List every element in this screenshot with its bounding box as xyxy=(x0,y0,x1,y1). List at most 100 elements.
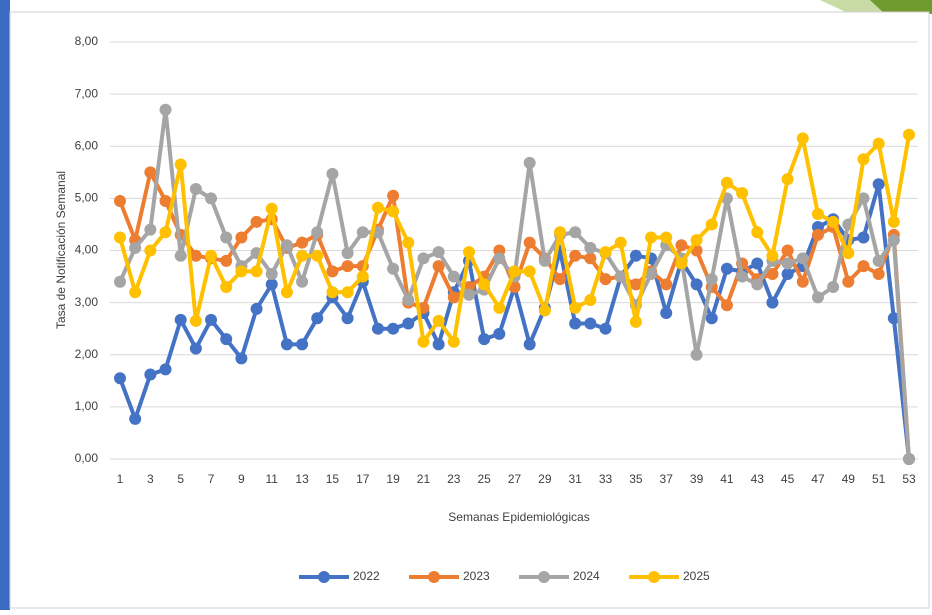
marker xyxy=(174,249,187,262)
marker xyxy=(235,231,248,244)
x-tick-label: 45 xyxy=(781,472,795,486)
marker xyxy=(280,286,293,299)
marker xyxy=(432,260,445,273)
y-tick-label: 1,00 xyxy=(75,399,99,413)
x-tick-label: 25 xyxy=(477,472,491,486)
marker xyxy=(159,226,172,239)
marker xyxy=(751,278,764,291)
x-tick-label: 11 xyxy=(265,472,278,486)
marker xyxy=(629,315,642,328)
marker xyxy=(235,265,248,278)
marker xyxy=(220,280,233,293)
marker xyxy=(584,241,597,254)
marker xyxy=(736,270,749,283)
x-tick-label: 35 xyxy=(629,472,643,486)
marker xyxy=(766,296,779,309)
marker xyxy=(402,317,415,330)
x-tick-label: 43 xyxy=(751,472,765,486)
marker xyxy=(402,236,415,249)
legend-label: 2023 xyxy=(463,569,490,583)
marker xyxy=(766,267,779,280)
marker xyxy=(174,158,187,171)
marker xyxy=(341,260,354,273)
x-tick-label: 47 xyxy=(811,472,825,486)
x-tick-label: 3 xyxy=(147,472,154,486)
y-tick-label: 0,00 xyxy=(75,451,99,465)
marker xyxy=(159,363,172,376)
marker xyxy=(705,273,718,286)
marker xyxy=(675,257,688,270)
marker xyxy=(220,231,233,244)
marker xyxy=(250,302,263,315)
marker xyxy=(189,342,202,355)
x-tick-label: 7 xyxy=(208,472,215,486)
marker xyxy=(371,322,384,335)
marker xyxy=(614,270,627,283)
y-tick-label: 7,00 xyxy=(75,86,99,100)
marker xyxy=(903,453,915,465)
marker xyxy=(447,291,460,304)
marker xyxy=(538,304,551,317)
marker xyxy=(478,333,491,346)
marker xyxy=(371,201,384,214)
marker xyxy=(220,333,233,346)
marker xyxy=(614,236,627,249)
marker xyxy=(493,252,506,265)
marker xyxy=(387,205,400,218)
marker xyxy=(447,335,460,348)
y-tick-label: 5,00 xyxy=(75,191,99,205)
marker xyxy=(265,202,278,215)
marker xyxy=(857,260,870,273)
marker xyxy=(554,273,567,286)
x-axis-title: Semanas Epidemiológicas xyxy=(448,510,589,524)
marker xyxy=(781,244,794,257)
marker xyxy=(447,270,460,283)
marker xyxy=(857,192,870,205)
marker xyxy=(523,265,536,278)
marker xyxy=(326,265,339,278)
marker xyxy=(508,265,521,278)
marker xyxy=(690,348,703,361)
legend-label: 2024 xyxy=(573,569,600,583)
marker xyxy=(311,226,324,239)
marker xyxy=(645,231,658,244)
marker xyxy=(705,312,718,325)
marker xyxy=(781,173,794,186)
x-tick-label: 5 xyxy=(177,472,184,486)
marker xyxy=(538,254,551,267)
marker xyxy=(584,294,597,307)
x-tick-label: 53 xyxy=(902,472,916,486)
x-tick-label: 23 xyxy=(447,472,461,486)
marker xyxy=(781,257,794,270)
marker xyxy=(296,236,309,249)
marker xyxy=(660,278,673,291)
marker xyxy=(872,178,885,191)
marker xyxy=(205,192,218,205)
marker xyxy=(720,299,733,312)
marker xyxy=(462,246,475,259)
marker xyxy=(129,412,142,425)
marker xyxy=(796,252,809,265)
marker xyxy=(189,249,202,262)
marker xyxy=(705,218,718,231)
marker xyxy=(265,278,278,291)
marker xyxy=(523,156,536,169)
marker xyxy=(205,313,218,326)
marker xyxy=(887,234,900,247)
marker xyxy=(599,246,612,259)
marker xyxy=(387,262,400,275)
marker xyxy=(751,226,764,239)
x-tick-label: 1 xyxy=(117,472,124,486)
marker xyxy=(250,215,263,228)
marker xyxy=(857,231,870,244)
marker xyxy=(523,236,536,249)
marker xyxy=(493,327,506,340)
marker xyxy=(827,215,840,228)
marker xyxy=(387,322,400,335)
legend-marker xyxy=(648,571,660,583)
legend-label: 2022 xyxy=(353,569,380,583)
marker xyxy=(159,194,172,207)
marker xyxy=(144,368,157,381)
marker xyxy=(159,103,172,116)
marker xyxy=(690,234,703,247)
